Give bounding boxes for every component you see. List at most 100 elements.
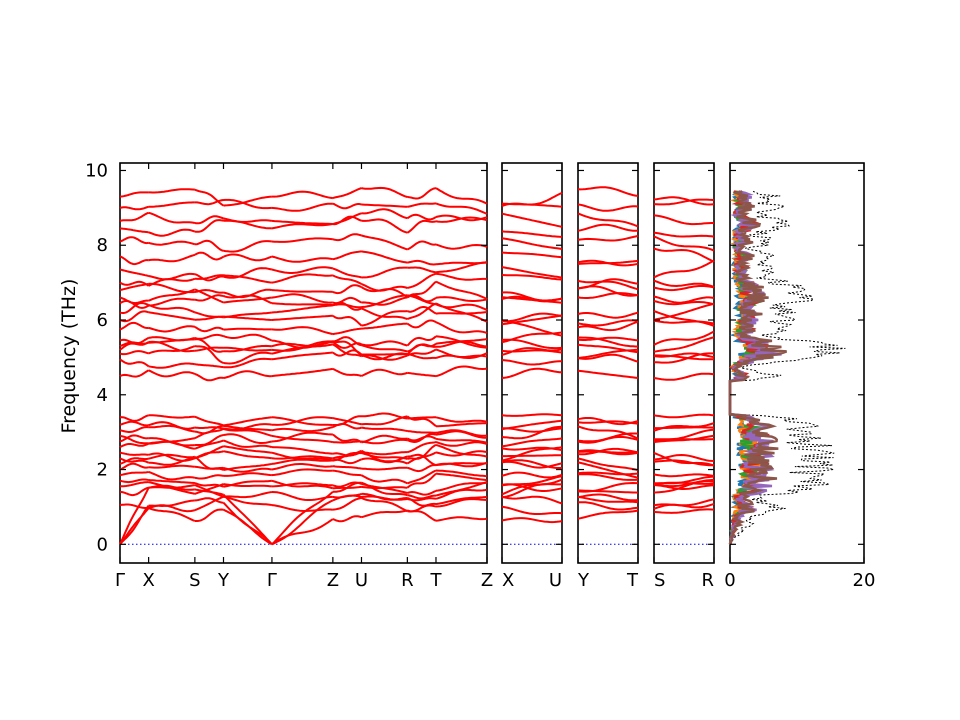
band-line — [577, 348, 639, 359]
band-line — [223, 217, 273, 223]
band-line — [406, 472, 437, 489]
x-tick-label: Γ — [267, 570, 277, 591]
band-line — [501, 483, 563, 499]
band-line — [406, 348, 437, 357]
band-line — [148, 421, 196, 430]
band-line — [435, 498, 488, 508]
band-line — [222, 502, 273, 546]
band-line — [360, 474, 408, 485]
band-line — [653, 302, 715, 321]
band-line — [223, 495, 273, 507]
band-line — [119, 211, 149, 222]
x-tick-label: Y — [217, 570, 230, 591]
band-line — [332, 465, 362, 470]
band-line — [501, 460, 563, 469]
band-line — [407, 497, 437, 502]
band-line — [332, 212, 362, 225]
panel-frame-1 — [119, 162, 488, 564]
band-line — [407, 489, 437, 496]
band-line — [119, 434, 149, 445]
band-line — [435, 516, 488, 522]
band-line — [194, 215, 224, 225]
band-line — [223, 333, 273, 342]
band-line — [194, 288, 224, 294]
band-line — [119, 487, 150, 545]
band-line — [194, 445, 224, 460]
band-line — [148, 479, 195, 484]
band-line — [223, 416, 273, 427]
band-line — [361, 250, 408, 264]
band-line — [361, 340, 408, 347]
band-line — [361, 466, 408, 471]
band-line — [653, 478, 715, 494]
band-line — [148, 282, 195, 294]
band-line — [148, 228, 196, 237]
x-tick-label: X — [502, 570, 514, 591]
band-line — [361, 495, 408, 501]
band-line — [223, 450, 273, 460]
band-lines — [119, 186, 715, 546]
x-tick-label: T — [626, 570, 639, 591]
band-line — [361, 434, 408, 444]
band-line — [407, 266, 437, 274]
band-line — [653, 475, 715, 485]
band-line — [119, 505, 150, 545]
band-line — [577, 234, 639, 242]
band-line — [271, 223, 334, 230]
band-line — [148, 504, 196, 513]
band-line — [435, 348, 488, 358]
band-line — [119, 299, 150, 309]
band-line — [271, 504, 333, 513]
band-line — [194, 251, 225, 261]
band-line — [577, 259, 639, 267]
band-line — [148, 188, 195, 194]
band-line — [332, 250, 362, 261]
band-line — [271, 293, 333, 304]
band-line — [271, 468, 333, 477]
band-line — [406, 280, 437, 298]
band-line — [148, 325, 196, 333]
band-line — [407, 504, 437, 513]
band-line — [119, 420, 149, 427]
band-line — [332, 440, 362, 444]
band-line — [148, 201, 195, 208]
band-line — [435, 303, 488, 312]
band-line — [653, 310, 715, 327]
band-line — [406, 319, 437, 329]
band-line — [653, 198, 715, 206]
dos-x-tick-label: 0 — [724, 570, 735, 591]
band-line — [501, 251, 563, 259]
band-line — [119, 321, 149, 331]
band-line — [194, 508, 224, 522]
band-line — [148, 311, 196, 321]
band-line — [653, 484, 714, 490]
band-line — [407, 302, 437, 320]
band-line — [148, 453, 196, 460]
band-line — [194, 482, 224, 488]
band-line — [653, 295, 715, 304]
band-line — [653, 453, 715, 462]
band-line — [119, 191, 149, 198]
band-line — [577, 493, 639, 502]
band-line — [119, 350, 149, 356]
band-line — [435, 437, 488, 444]
band-line — [194, 474, 224, 480]
band-line — [332, 343, 362, 358]
band-line — [435, 272, 488, 281]
band-line — [407, 202, 437, 208]
band-line — [148, 464, 195, 469]
band-line — [435, 321, 488, 334]
band-line — [223, 351, 273, 365]
x-tick-label: S — [654, 570, 665, 591]
band-line — [407, 187, 437, 200]
band-line — [271, 255, 334, 263]
y-tick-label: 8 — [97, 235, 108, 256]
band-line — [435, 280, 488, 300]
band-line — [194, 219, 224, 233]
band-line — [577, 292, 639, 299]
band-line — [653, 352, 715, 359]
band-line — [271, 339, 333, 349]
band-line — [435, 311, 488, 315]
band-line — [577, 495, 639, 504]
band-line — [148, 336, 196, 342]
